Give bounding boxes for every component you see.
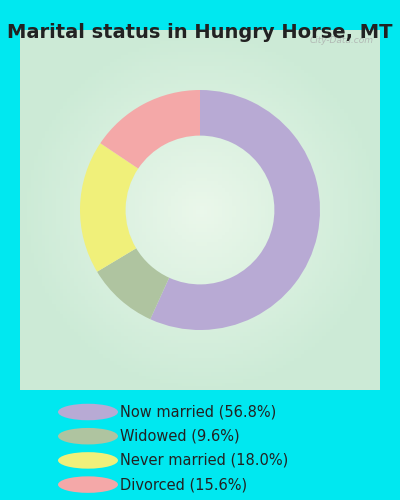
Text: Widowed (9.6%): Widowed (9.6%) (120, 428, 240, 444)
Text: Never married (18.0%): Never married (18.0%) (120, 453, 288, 468)
Circle shape (58, 452, 118, 468)
Circle shape (58, 428, 118, 444)
Text: Marital status in Hungry Horse, MT: Marital status in Hungry Horse, MT (7, 22, 393, 42)
Wedge shape (97, 248, 169, 319)
Text: City-Data.com: City-Data.com (310, 36, 374, 45)
Text: Now married (56.8%): Now married (56.8%) (120, 404, 276, 419)
Wedge shape (150, 90, 320, 330)
Circle shape (58, 404, 118, 420)
Wedge shape (80, 143, 138, 272)
Wedge shape (100, 90, 200, 168)
Circle shape (58, 476, 118, 493)
Text: Divorced (15.6%): Divorced (15.6%) (120, 477, 247, 492)
